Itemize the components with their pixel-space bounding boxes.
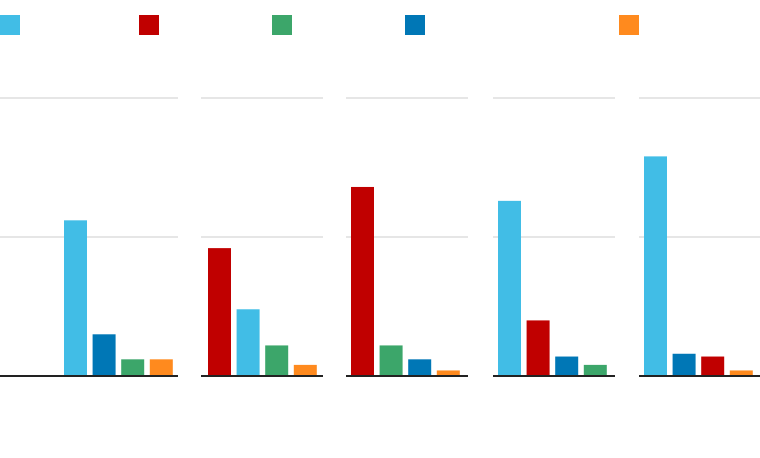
bar: [436, 370, 460, 376]
legend-swatch: [139, 15, 159, 35]
legend-swatch: [619, 15, 639, 35]
bar: [526, 320, 550, 376]
bar: [555, 356, 579, 376]
bar: [672, 353, 696, 376]
bar: [379, 345, 403, 376]
legend-swatch: [405, 15, 425, 35]
bar: [236, 309, 260, 376]
bar: [92, 334, 116, 376]
bar: [701, 356, 725, 376]
bar: [293, 364, 317, 376]
bar: [408, 359, 432, 376]
bar: [208, 248, 231, 376]
bar: [149, 359, 173, 376]
bar: [351, 186, 374, 376]
legend-swatch: [0, 15, 20, 35]
bar: [265, 345, 289, 376]
bar: [729, 370, 753, 376]
bar: [64, 220, 87, 376]
bar: [583, 364, 607, 376]
bar: [498, 200, 521, 376]
legend-swatch: [272, 15, 292, 35]
bar: [121, 359, 145, 376]
bar: [644, 156, 667, 376]
